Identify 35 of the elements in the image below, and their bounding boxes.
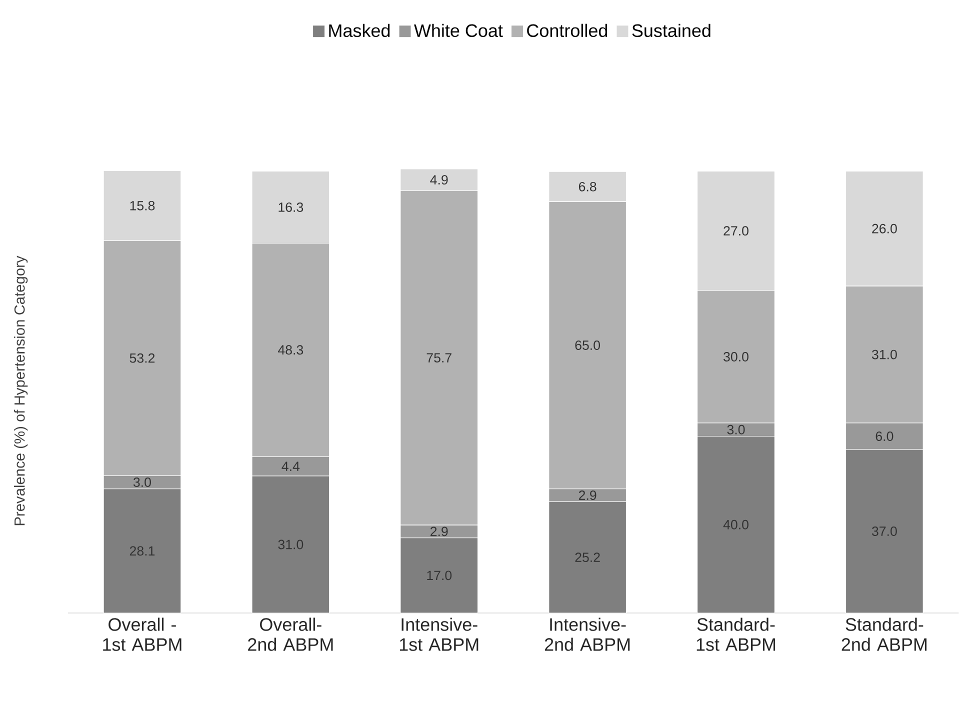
data-label: 40.0 — [723, 520, 748, 530]
data-label: 31.0 — [278, 540, 304, 550]
data-label: 15.8 — [130, 200, 155, 210]
legend-label: White Coat — [414, 24, 503, 38]
data-label: 3.0 — [727, 424, 745, 434]
data-label: 28.1 — [130, 546, 155, 556]
data-label: 37.0 — [872, 526, 897, 536]
data-label: 4.4 — [282, 462, 300, 471]
legend-label: Controlled — [527, 24, 608, 38]
data-label: 30.0 — [724, 352, 748, 362]
data-label: 53.2 — [130, 353, 155, 363]
data-label: 6.0 — [876, 432, 894, 441]
y-axis-title: Prevalence (%) of Hypertension Category — [14, 256, 28, 526]
data-label: 16.3 — [278, 202, 304, 212]
data-label: 4.9 — [430, 175, 448, 185]
data-label: 27.0 — [724, 226, 748, 236]
x-tick-label: Intensive-1st ABPM — [400, 618, 478, 651]
data-label: 3.0 — [133, 478, 151, 487]
data-label: 25.2 — [575, 552, 600, 562]
x-tick-label: Standard-2nd ABPM — [842, 618, 926, 651]
x-tick-label: Overall-2nd ABPM — [248, 618, 333, 651]
x-tick-label: Intensive-2nd ABPM — [544, 618, 630, 651]
data-label: 6.8 — [578, 182, 596, 192]
data-label: 75.7 — [426, 353, 452, 362]
x-tick-label: Standard-1st ABPM — [696, 618, 776, 651]
data-label: 2.9 — [430, 526, 448, 536]
data-label: 17.0 — [427, 570, 452, 580]
data-label: 48.3 — [278, 345, 304, 355]
data-label: 65.0 — [575, 340, 600, 350]
legend-label: Masked — [329, 24, 390, 38]
data-label: 31.0 — [872, 350, 897, 360]
x-tick-label: Overall - 1st ABPM — [103, 618, 182, 651]
legend-label: Sustained — [632, 24, 710, 38]
data-label: 26.0 — [872, 224, 897, 234]
data-label: 2.9 — [578, 490, 596, 500]
